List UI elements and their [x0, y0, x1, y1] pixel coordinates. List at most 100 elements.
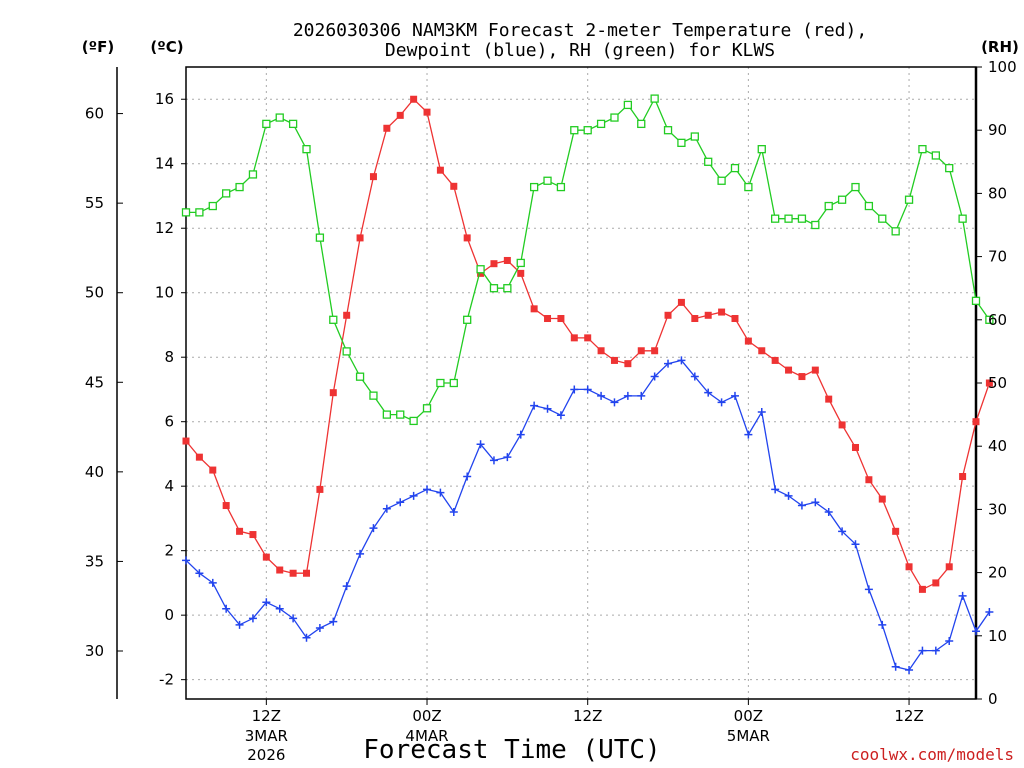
rh-point: [878, 214, 887, 223]
dewpoint-point: [838, 527, 847, 536]
rh-point: [771, 214, 780, 223]
dewpoint-point: [476, 440, 485, 449]
celsius-tick-label: 6: [164, 413, 174, 431]
fahrenheit-tick-label: 55: [85, 194, 104, 212]
temperature-point: [584, 334, 592, 342]
dewpoint-point: [436, 488, 445, 497]
dewpoint-point: [677, 356, 686, 365]
rh-point: [931, 151, 940, 160]
dewpoint-point: [985, 607, 994, 616]
temperature-point: [918, 585, 926, 593]
rh-point: [784, 214, 793, 223]
celsius-tick-label: 8: [164, 348, 174, 366]
dewpoint-point: [369, 524, 378, 533]
temperature-point: [490, 260, 498, 268]
temperature-point: [932, 579, 940, 587]
dewpoint-point: [905, 665, 914, 674]
rh-point: [971, 296, 981, 305]
rh-point: [623, 100, 633, 110]
dewpoint-point: [516, 430, 525, 439]
temperature-point: [369, 173, 377, 181]
dewpoint-point: [931, 646, 940, 655]
rh-tick-label: 100: [988, 58, 1017, 76]
dewpoint-point: [597, 391, 606, 400]
rh-tick-label: 10: [988, 627, 1007, 645]
rh-point: [235, 182, 244, 192]
rh-point: [463, 315, 472, 324]
celsius-tick-label: 2: [164, 542, 174, 560]
x-tick-label: 00Z: [412, 707, 441, 725]
dewpoint-point: [891, 662, 900, 671]
temperature-point: [972, 418, 980, 426]
rh-unit-label: (RH): [981, 38, 1019, 56]
dewpoint-point: [356, 549, 365, 558]
temperature-point: [959, 473, 967, 481]
rh-point: [288, 119, 298, 129]
temperature-point: [825, 395, 833, 403]
x-tick-label: 12Z: [252, 707, 281, 725]
rh-point: [195, 208, 204, 217]
temperature-point: [276, 566, 284, 574]
temperature-point: [396, 111, 404, 119]
rh-tick-label: 70: [988, 248, 1007, 266]
fahrenheit-unit-label: (ºF): [82, 38, 114, 56]
plot-frame: [185, 66, 977, 700]
rh-point: [570, 126, 579, 135]
dewpoint-point: [650, 372, 659, 381]
temperature-point: [195, 453, 203, 461]
rh-point: [583, 126, 592, 135]
rh-tick-label: 0: [988, 690, 998, 708]
rh-point: [556, 182, 566, 192]
dewpoint-point: [195, 569, 204, 578]
rh-point: [958, 214, 967, 223]
fahrenheit-tick-label: 35: [85, 552, 104, 570]
temperature-point: [771, 356, 779, 364]
dewpoint-point: [489, 456, 498, 465]
dewpoint-point: [396, 498, 405, 507]
rh-point: [851, 182, 860, 192]
rh-point: [811, 220, 820, 230]
temperature-point: [262, 553, 270, 561]
rh-point: [637, 119, 646, 129]
dewpoint-point: [315, 624, 324, 633]
dewpoint-point: [289, 614, 298, 623]
dewpoint-point: [972, 627, 980, 636]
rh-point: [690, 132, 699, 141]
rh-tick-label: 60: [988, 311, 1007, 329]
fahrenheit-tick-label: 40: [85, 463, 104, 481]
temperature-point: [356, 234, 364, 242]
dewpoint-point: [958, 591, 967, 600]
rh-point: [222, 189, 231, 198]
temperature-point: [423, 108, 431, 116]
temperature-point: [450, 182, 458, 190]
temperature-point: [570, 334, 578, 342]
dewpoint-point: [945, 636, 954, 645]
temperature-point: [222, 502, 230, 510]
rh-tick-label: 90: [988, 121, 1007, 139]
x-axis-label: Forecast Time (UTC): [363, 735, 660, 765]
celsius-tick-label: 14: [155, 155, 174, 173]
temperature-point: [865, 476, 873, 484]
rh-point: [181, 208, 191, 217]
rh-point: [757, 145, 766, 154]
dewpoint-point: [704, 388, 713, 397]
dewpoint-point: [182, 556, 190, 565]
temperature-point: [985, 379, 993, 387]
rh-point: [650, 94, 659, 103]
rh-point: [503, 284, 512, 293]
temperature-point: [383, 124, 391, 132]
dewpoint-point: [851, 540, 860, 549]
dewpoint-point: [744, 430, 753, 439]
temperature-point: [851, 443, 859, 451]
temperature-point: [838, 421, 846, 429]
temperature-point: [463, 234, 471, 242]
rh-point: [315, 233, 325, 242]
dewpoint-point: [878, 620, 887, 629]
temperature-point: [316, 485, 324, 493]
dewpoint-point: [449, 507, 458, 516]
temperature-point: [289, 569, 297, 577]
rh-point: [918, 145, 927, 154]
temperature-point: [343, 311, 351, 319]
temperature-point: [677, 298, 685, 306]
